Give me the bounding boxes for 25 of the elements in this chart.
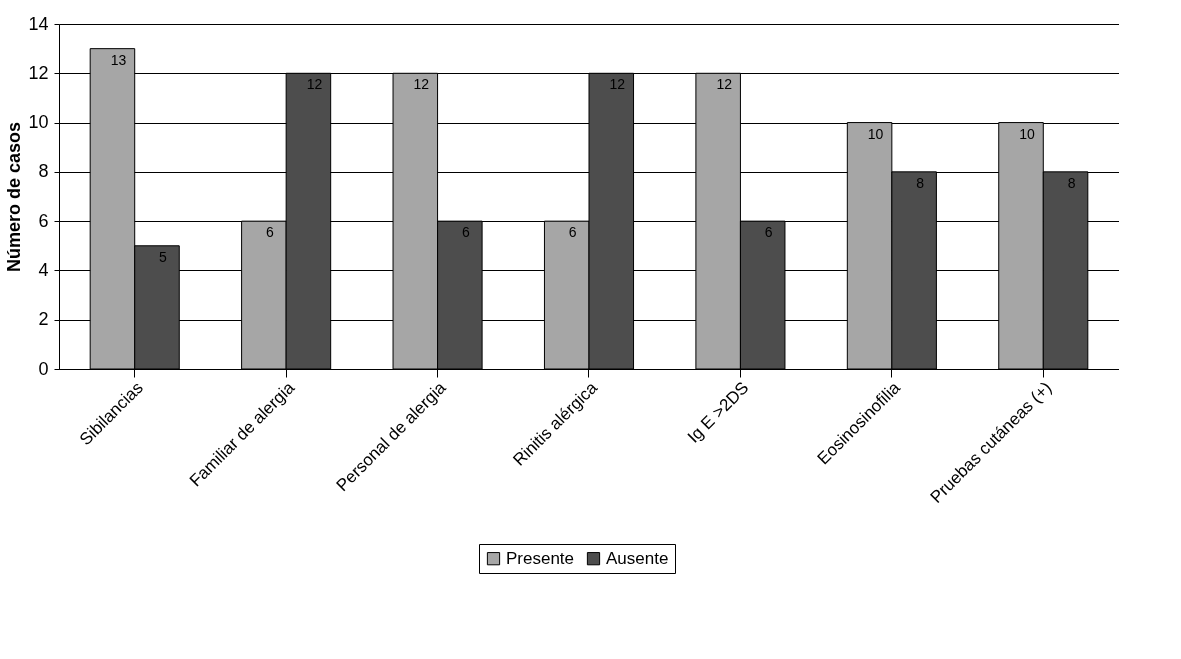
data-label: 8 [916,174,925,191]
y-tick-label: 10 [28,112,49,133]
y-axis-title: Número de casos [4,121,25,273]
data-label: 6 [764,224,773,241]
data-label: 12 [609,76,626,93]
y-tick-label: 2 [38,309,49,330]
data-label: 6 [568,224,577,241]
y-tick-label: 0 [38,358,49,379]
y-tick-label: 14 [28,13,49,34]
data-label: 6 [461,224,470,241]
legend-label: Presente [506,548,575,568]
legend-label: Ausente [606,548,669,568]
data-label: 13 [110,51,127,68]
y-tick-label: 6 [38,210,49,231]
data-label: 10 [867,125,884,142]
data-label: 10 [1019,125,1036,142]
data-label: 6 [265,224,274,241]
data-label: 12 [716,76,733,93]
y-tick-label: 4 [38,259,49,280]
data-label: 12 [306,76,323,93]
y-tick-label: 12 [28,62,49,83]
data-label: 12 [413,76,430,93]
data-label: 8 [1067,174,1076,191]
data-label: 5 [159,248,168,265]
y-tick-label: 8 [38,161,49,182]
